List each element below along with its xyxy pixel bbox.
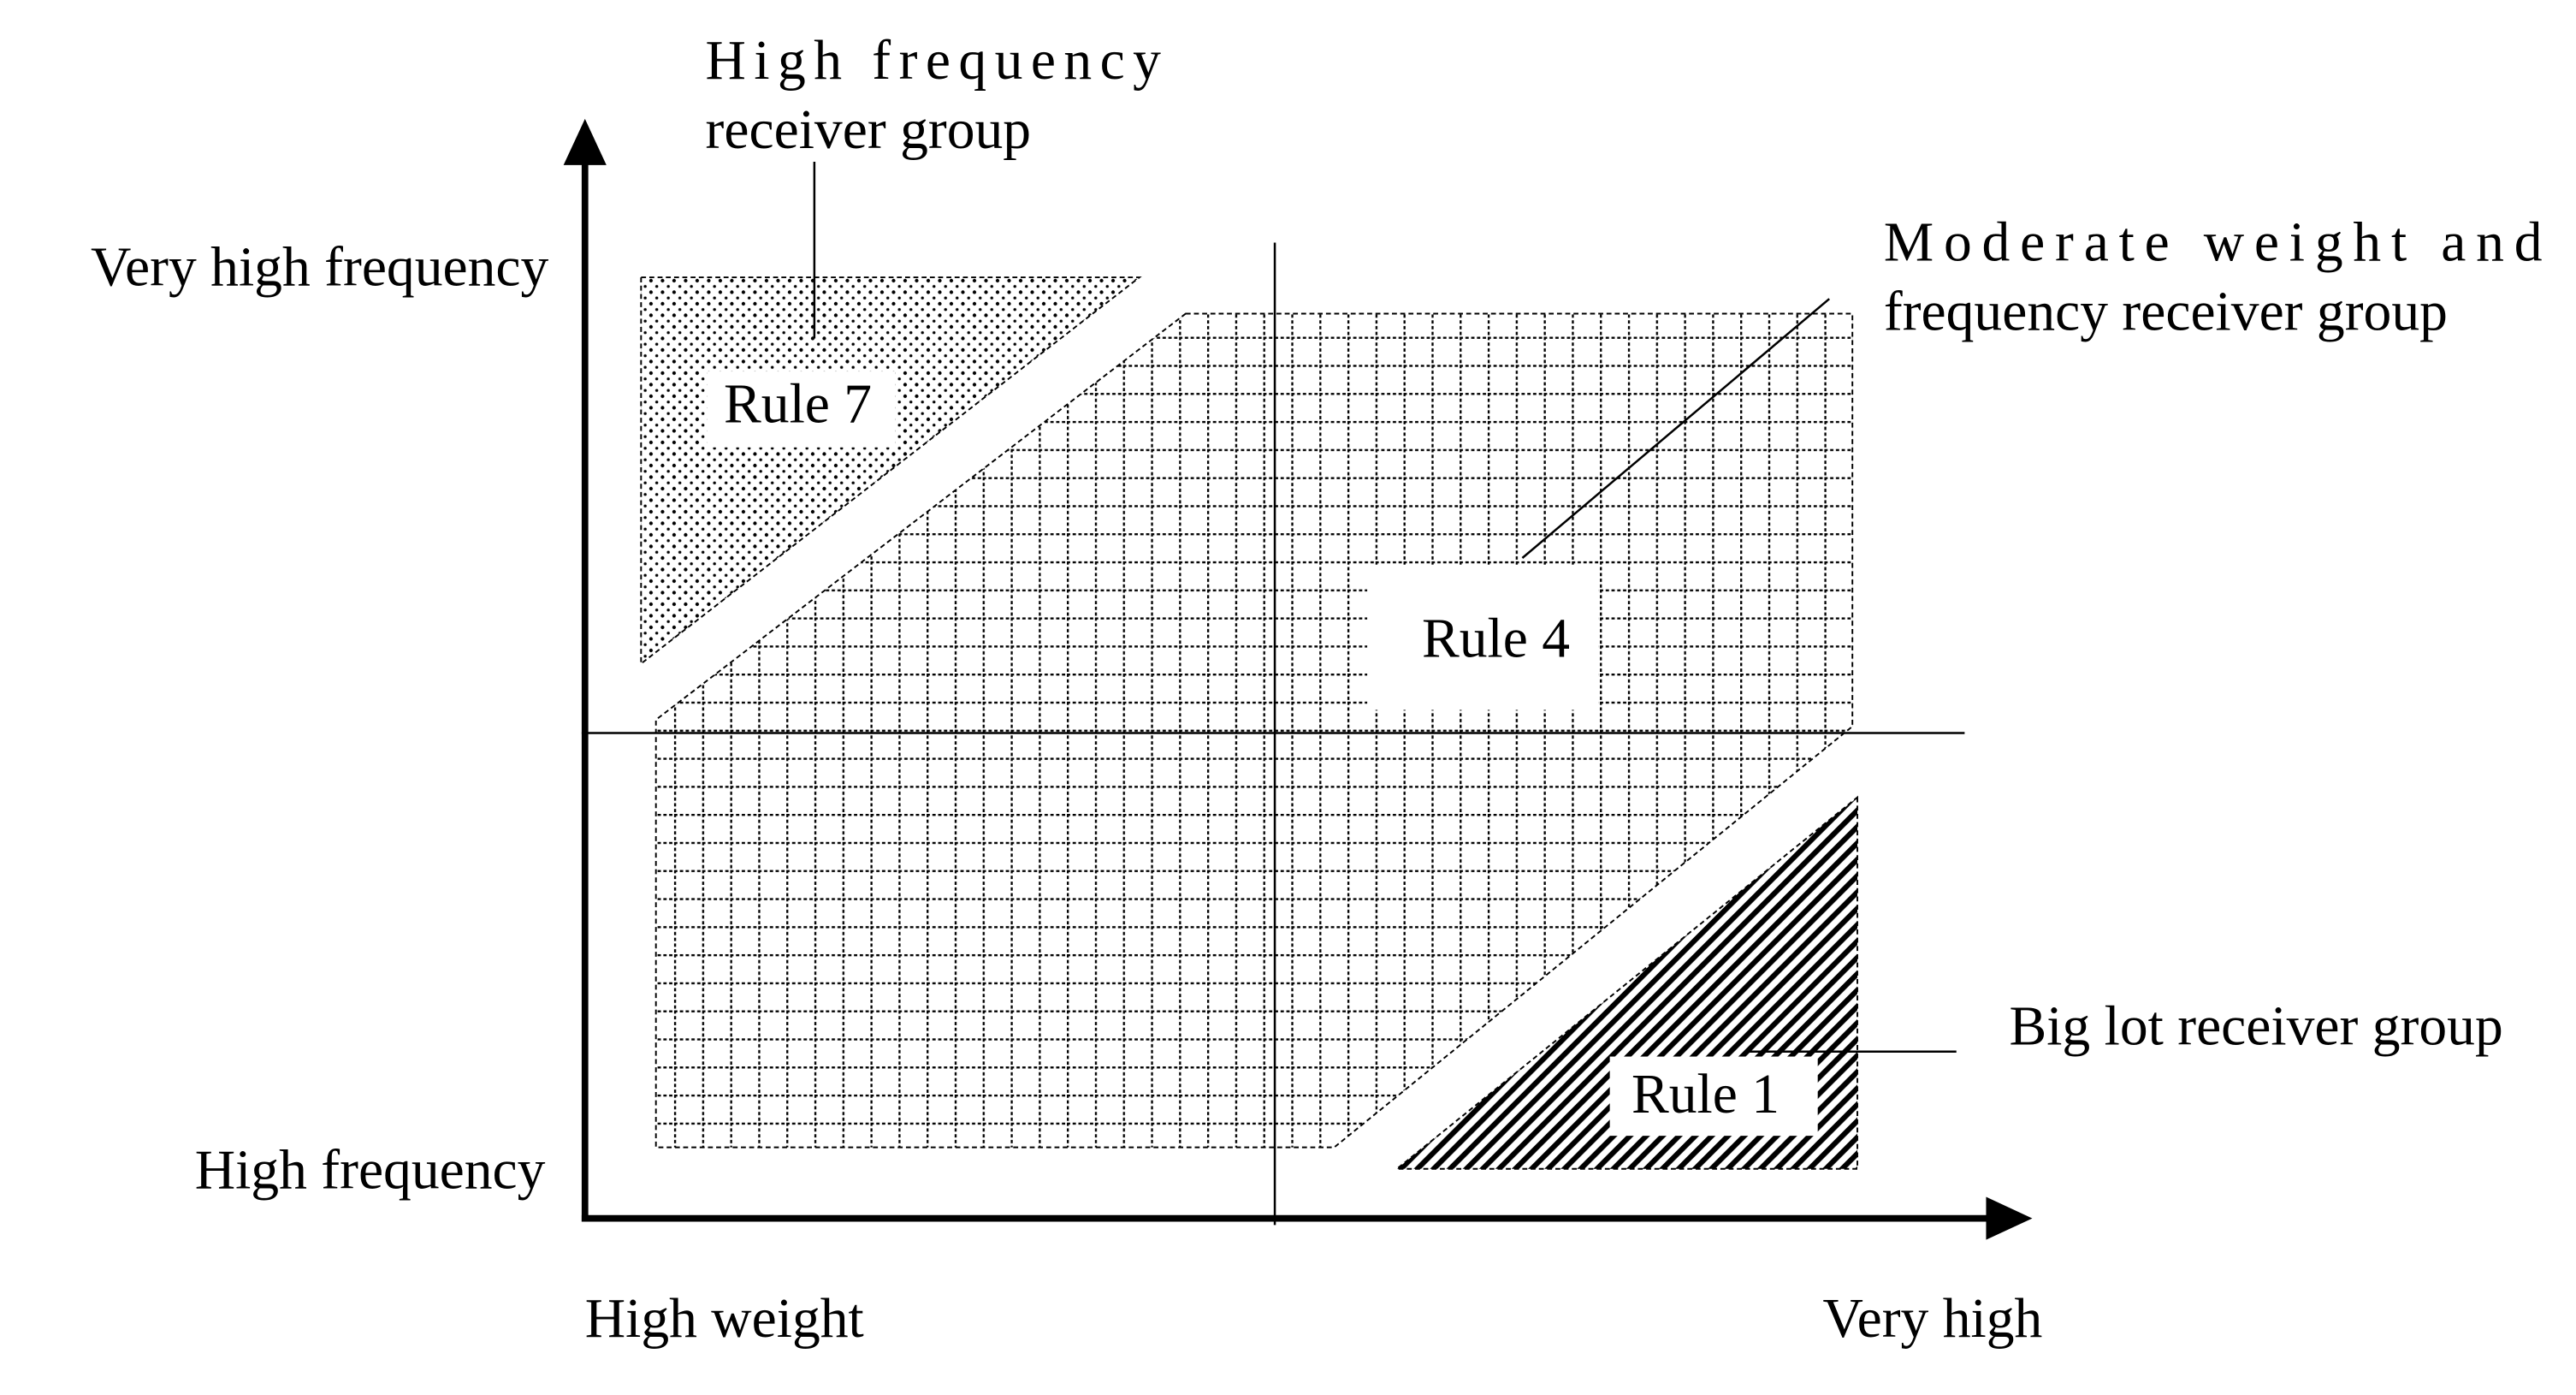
axis-label: High weight (585, 1288, 864, 1350)
rule-label: Rule 7 (724, 373, 872, 435)
group-caption: Moderate weight and (1884, 211, 2543, 273)
rule-label: Rule 1 (1631, 1064, 1780, 1125)
rule-label: Rule 4 (1422, 608, 1570, 669)
group-caption: receiver group (706, 99, 1032, 161)
group-caption: Big lot receiver group (2009, 996, 2502, 1058)
group-caption: frequency receiver group (1884, 281, 2448, 342)
axis-label: High frequency (195, 1139, 546, 1201)
rule4-box (1367, 566, 1599, 710)
rule4-region (654, 312, 1854, 1149)
x-axis-arrow (1986, 1196, 2033, 1240)
axis-label: Very high frequency (91, 236, 549, 298)
rule7-box (707, 371, 896, 448)
y-axis-arrow (563, 118, 607, 165)
group-caption: High frequency (706, 30, 1162, 92)
leader-line (1521, 298, 1831, 559)
rule1-box (1609, 1056, 1818, 1137)
axis-label: Very high (1822, 1288, 2042, 1350)
